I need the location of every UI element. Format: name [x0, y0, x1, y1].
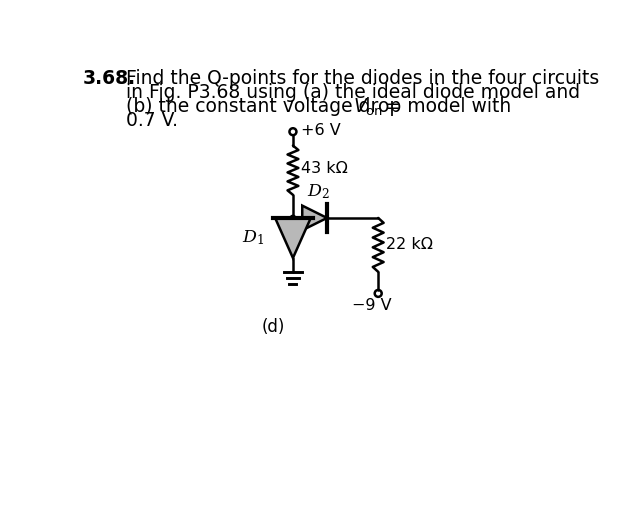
Text: (d): (d)	[262, 318, 285, 336]
Text: in Fig. P3.68 using (a) the ideal diode model and: in Fig. P3.68 using (a) the ideal diode …	[125, 83, 580, 102]
Text: Find the Q-points for the diodes in the four circuits: Find the Q-points for the diodes in the …	[125, 69, 599, 88]
Text: (b) the constant voltage drop model with: (b) the constant voltage drop model with	[125, 97, 517, 116]
Text: $V_{\mathrm{on}}$: $V_{\mathrm{on}}$	[353, 97, 383, 119]
Text: $D_1$: $D_1$	[242, 229, 264, 248]
Polygon shape	[303, 205, 327, 230]
Text: 0.7 V.: 0.7 V.	[125, 111, 177, 130]
Text: 3.68.: 3.68.	[83, 69, 136, 88]
Text: =: =	[379, 97, 401, 116]
Circle shape	[290, 215, 296, 220]
Text: 22 kΩ: 22 kΩ	[386, 238, 433, 252]
Text: −9 V: −9 V	[352, 298, 392, 313]
Text: $D_2$: $D_2$	[307, 183, 330, 201]
Text: 43 kΩ: 43 kΩ	[301, 161, 348, 176]
Text: +6 V: +6 V	[301, 123, 340, 138]
Polygon shape	[275, 218, 311, 258]
